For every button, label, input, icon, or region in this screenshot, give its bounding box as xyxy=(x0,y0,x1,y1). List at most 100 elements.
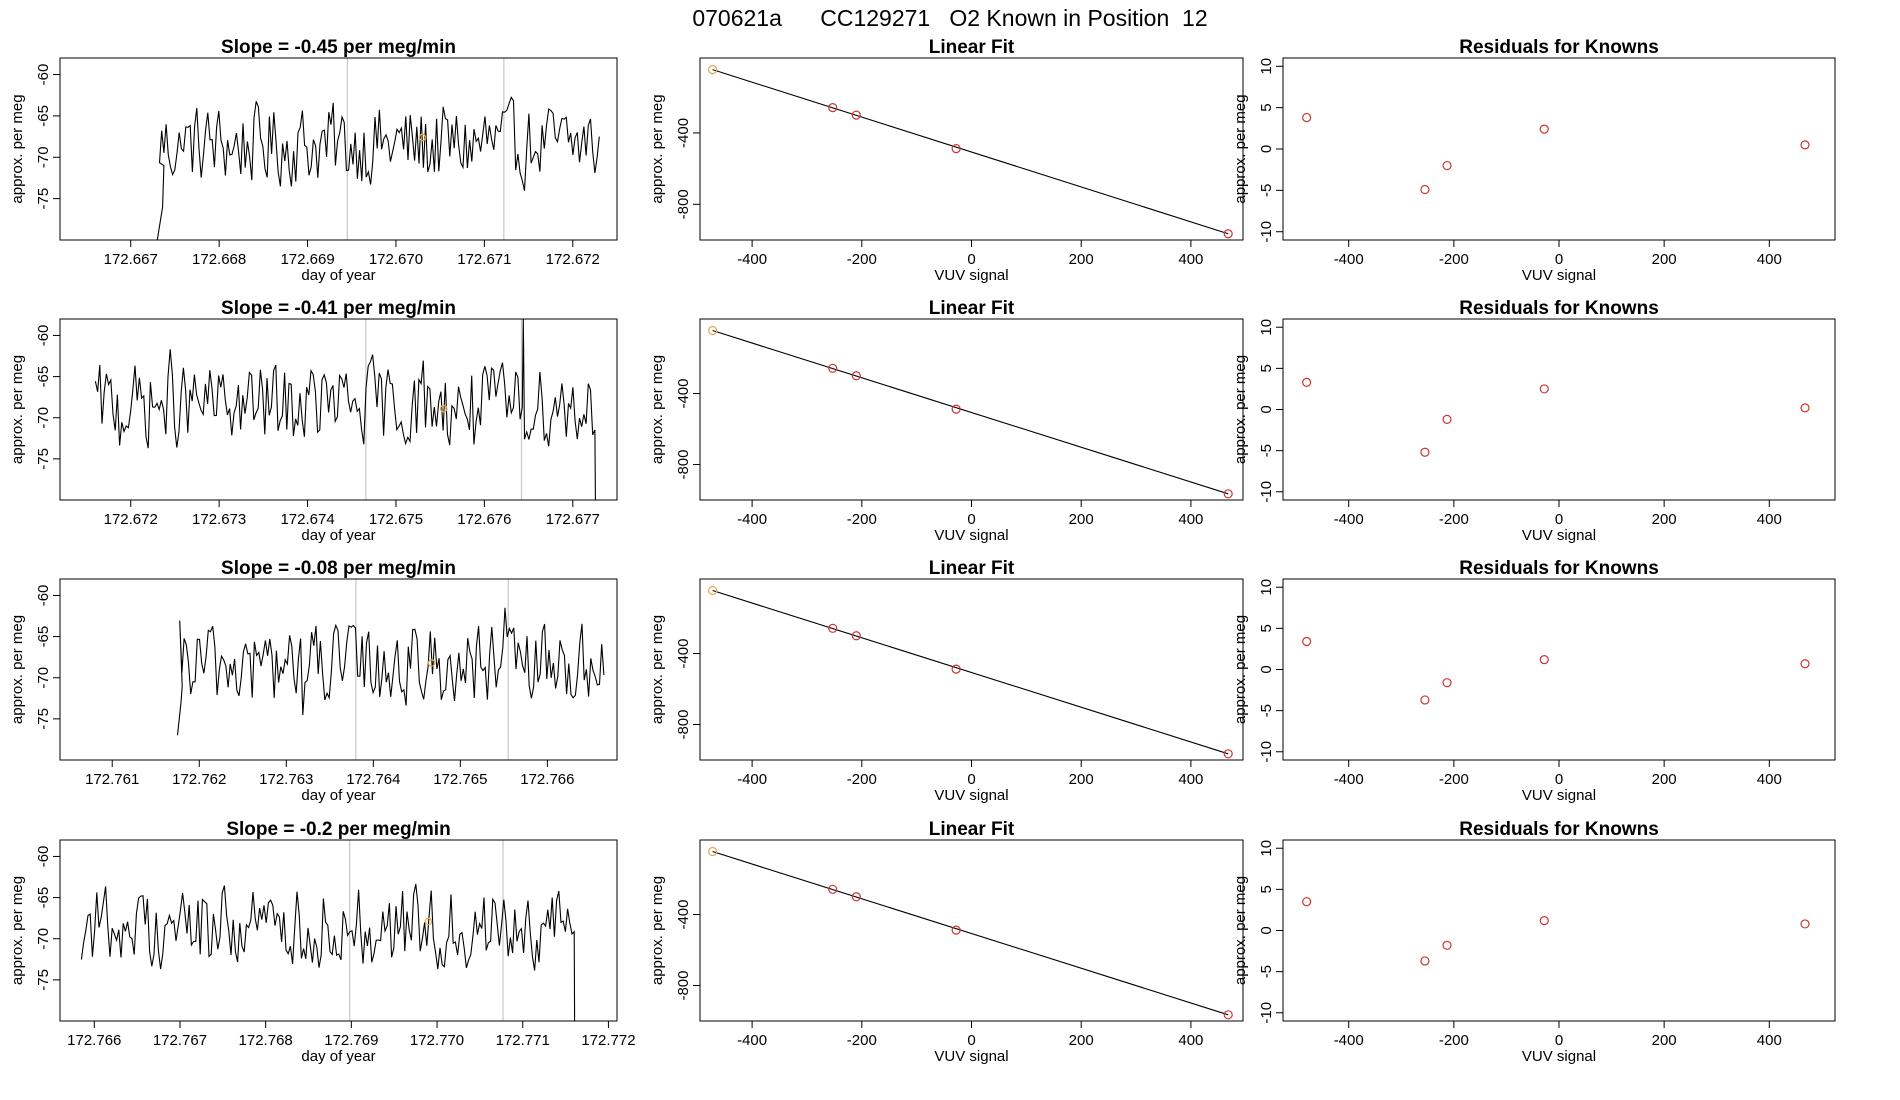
y-tick-label: 0 xyxy=(1258,145,1275,153)
x-tick-label: 172.762 xyxy=(172,771,226,788)
x-tick-label: -400 xyxy=(737,251,767,268)
y-tick-label: -60 xyxy=(35,64,52,86)
x-tick-label: 400 xyxy=(1178,511,1203,528)
x-tick-label: -200 xyxy=(1439,771,1469,788)
data-point xyxy=(851,892,861,902)
x-tick-label: 172.674 xyxy=(280,511,334,528)
x-tick-label: -400 xyxy=(1334,511,1364,528)
x-tick-label: 0 xyxy=(1555,511,1563,528)
x-tick-label: 200 xyxy=(1069,251,1094,268)
x-tick-label: 172.672 xyxy=(546,251,600,268)
data-point xyxy=(1302,112,1312,123)
x-tick-label: 200 xyxy=(1652,251,1677,268)
y-axis-label: approx. per meg xyxy=(1232,94,1249,203)
panel-linear-fit: Linear Fit -400 -200 0 200 400 -400 -800 VUV sig… xyxy=(649,558,1244,804)
panel-data xyxy=(80,840,576,1021)
x-tick-label: 0 xyxy=(967,771,975,788)
x-axis-label: VUV signal xyxy=(934,267,1008,284)
x-tick-label: 0 xyxy=(967,511,975,528)
x-axis-label: VUV signal xyxy=(934,787,1008,804)
y-tick-label: 0 xyxy=(1258,405,1275,413)
y-tick-label: -5 xyxy=(1258,704,1275,717)
data-point xyxy=(1223,229,1233,239)
plot-frame xyxy=(699,578,1244,761)
x-tick-label: 172.672 xyxy=(104,511,158,528)
y-axis-label: approx. per meg xyxy=(9,615,26,724)
x-tick-label: -400 xyxy=(1334,251,1364,268)
y-tick-label: -800 xyxy=(675,709,692,739)
data-point xyxy=(951,925,961,935)
data-point xyxy=(828,363,838,373)
x-axis-label: day of year xyxy=(301,787,375,804)
y-tick-label: -800 xyxy=(675,970,692,1000)
data-point xyxy=(1223,489,1233,499)
data-point xyxy=(1539,124,1549,134)
y-tick-label: 10 xyxy=(1258,58,1275,75)
x-tick-label: 172.669 xyxy=(280,251,334,268)
panel-data xyxy=(1302,636,1810,705)
y-axis-label: approx. per meg xyxy=(1232,876,1249,985)
x-tick-label: 400 xyxy=(1757,511,1782,528)
timeseries-line xyxy=(94,319,596,500)
panel-data xyxy=(1302,112,1810,195)
x-tick-label: -400 xyxy=(737,1032,767,1049)
y-tick-label: 0 xyxy=(1258,926,1275,934)
fit-line xyxy=(712,330,1229,495)
x-tick-label: 400 xyxy=(1757,251,1782,268)
plot-frame xyxy=(1282,318,1836,501)
y-tick-label: -400 xyxy=(675,118,692,148)
y-tick-label: 5 xyxy=(1258,624,1275,632)
data-point xyxy=(951,664,961,674)
y-axis-label: approx. per meg xyxy=(649,355,666,464)
plot-frame xyxy=(59,578,618,761)
y-axis-label: approx. per meg xyxy=(1232,355,1249,464)
panels: Slope = -0.45 per meg/min 172.667 172.668 1… xyxy=(9,37,1836,1065)
y-tick-label: -65 xyxy=(35,626,52,648)
y-tick-label: -10 xyxy=(1258,741,1275,763)
panel-title: Residuals for Knowns xyxy=(1459,37,1659,58)
y-tick-label: -65 xyxy=(35,887,52,909)
data-point xyxy=(1539,655,1549,665)
data-point xyxy=(1420,695,1430,705)
data-point xyxy=(1302,897,1312,907)
x-tick-label: 0 xyxy=(1555,771,1563,788)
x-tick-label: 172.767 xyxy=(153,1032,207,1049)
panel-data xyxy=(1302,377,1810,457)
x-tick-label: 172.761 xyxy=(85,771,139,788)
fit-line xyxy=(712,590,1229,755)
data-point xyxy=(1302,377,1312,387)
plot-frame xyxy=(59,318,618,501)
data-point xyxy=(1800,403,1810,413)
data-point xyxy=(1800,140,1810,150)
plot-frame xyxy=(699,318,1244,501)
panel-title: Residuals for Knowns xyxy=(1459,298,1659,319)
data-point xyxy=(708,64,718,75)
x-tick-label: -400 xyxy=(737,771,767,788)
data-point xyxy=(1539,916,1549,926)
y-tick-label: -5 xyxy=(1258,965,1275,978)
panel-data xyxy=(708,846,1233,1020)
y-tick-label: -10 xyxy=(1258,1002,1275,1024)
panel-timeseries: Slope = -0.41 per meg/min 172.672 172.673 1… xyxy=(9,298,618,544)
fit-line xyxy=(712,851,1229,1016)
data-point xyxy=(851,631,861,641)
panel-linear-fit: Linear Fit -400 -200 0 200 400 -400 -800 VUV sig… xyxy=(649,819,1244,1065)
x-tick-label: -200 xyxy=(847,251,877,268)
panel-title: Residuals for Knowns xyxy=(1459,558,1659,579)
y-tick-label: -75 xyxy=(35,708,52,730)
panel-title: Linear Fit xyxy=(929,819,1015,840)
y-tick-label: -400 xyxy=(675,900,692,930)
x-tick-label: 400 xyxy=(1178,771,1203,788)
x-axis-label: VUV signal xyxy=(1522,527,1596,544)
y-axis-label: approx. per meg xyxy=(649,94,666,203)
x-tick-label: 172.676 xyxy=(457,511,511,528)
highlight-point xyxy=(424,917,433,926)
y-axis-label: approx. per meg xyxy=(649,615,666,724)
y-tick-label: -70 xyxy=(35,667,52,689)
x-tick-label: 172.772 xyxy=(581,1032,635,1049)
y-tick-label: -10 xyxy=(1258,221,1275,243)
panel-title: Slope = -0.45 per meg/min xyxy=(221,37,456,58)
x-axis-label: day of year xyxy=(301,1048,375,1065)
y-axis-label: approx. per meg xyxy=(1232,615,1249,724)
